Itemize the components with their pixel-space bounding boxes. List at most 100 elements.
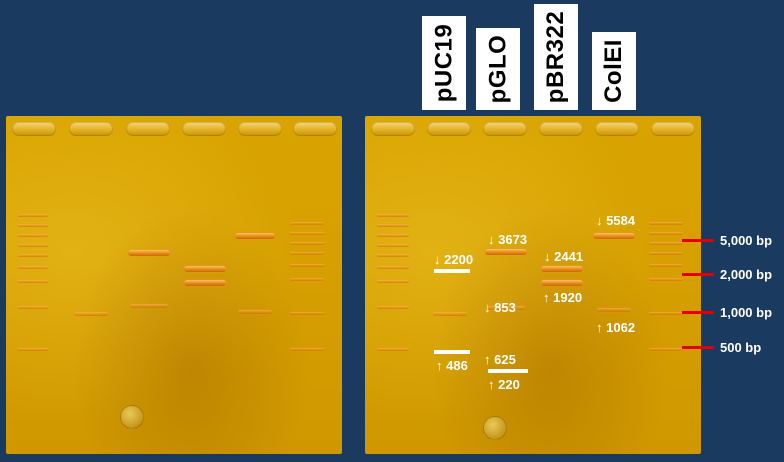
air-bubble: [483, 416, 507, 440]
band-annotation: ↓ 2200: [434, 252, 474, 267]
ladder-band: [649, 312, 683, 315]
ladder-band: [290, 312, 324, 315]
lane-label: pUC19: [430, 23, 457, 103]
dna-band: [130, 304, 168, 308]
size-marker-tick: [682, 273, 714, 276]
dna-band: [593, 233, 635, 239]
ladder-band: [290, 252, 324, 255]
dna-band: [235, 233, 275, 239]
arrow-down-icon: ↓: [544, 249, 551, 264]
arrow-up-icon: ↑: [436, 358, 443, 373]
ladder-band: [377, 244, 409, 247]
band-marker-bar: [434, 350, 470, 354]
ladder-band: [18, 234, 48, 237]
size-marker-tick: [682, 311, 714, 314]
gel-image-left: [6, 116, 342, 454]
ladder-band: [377, 348, 409, 351]
band-annotation: ↓ 3673: [488, 232, 528, 247]
size-marker-tick: [682, 346, 714, 349]
arrow-up-icon: ↑: [596, 320, 603, 335]
ladder-band: [18, 254, 48, 257]
band-annotation: ↓ 5584: [596, 213, 636, 228]
arrow-down-icon: ↓: [484, 300, 491, 315]
lane-label-box: pUC19: [422, 16, 466, 110]
ladder-band: [649, 242, 683, 245]
dna-band: [597, 308, 631, 312]
arrow-down-icon: ↓: [596, 213, 603, 228]
dna-band: [238, 310, 272, 314]
size-marker-label: 1,000 bp: [720, 305, 773, 320]
ladder-band: [290, 278, 324, 281]
ladder-band: [18, 280, 48, 283]
ladder-band: [649, 252, 683, 255]
gel-well: [427, 122, 471, 136]
ladder-band: [649, 348, 683, 351]
band-annotation: ↓ 853: [484, 300, 516, 315]
gel-well: [69, 122, 113, 136]
ladder-band: [649, 264, 683, 267]
ladder-band: [18, 224, 48, 227]
band-annotation: ↑ 1920: [543, 290, 583, 305]
gel-well: [126, 122, 170, 136]
ladder-band: [18, 266, 48, 269]
ladder-band: [649, 222, 683, 225]
arrow-up-icon: ↑: [488, 377, 495, 392]
size-marker-label: 5,000 bp: [720, 233, 773, 248]
dna-band: [541, 266, 583, 272]
dna-band: [184, 266, 226, 272]
ladder-band: [377, 234, 409, 237]
ladder-band: [18, 306, 48, 309]
ladder-band: [18, 244, 48, 247]
ladder-band: [18, 348, 48, 351]
ladder-band: [377, 306, 409, 309]
ladder-band: [649, 278, 683, 281]
ladder-band: [290, 232, 324, 235]
gel-image-right: [365, 116, 701, 454]
band-annotation: ↑ 1062: [596, 320, 636, 335]
lane-label: pGLO: [484, 34, 511, 104]
dna-band: [433, 312, 467, 316]
gel-well: [238, 122, 282, 136]
gel-well: [293, 122, 337, 136]
band-annotation: ↑ 486: [436, 358, 468, 373]
ladder-band: [290, 348, 324, 351]
arrow-up-icon: ↑: [484, 352, 491, 367]
ladder-band: [290, 264, 324, 267]
ladder-band: [649, 232, 683, 235]
arrow-down-icon: ↓: [434, 252, 441, 267]
air-bubble: [120, 405, 144, 429]
gel-well: [12, 122, 56, 136]
band-marker-bar: [488, 369, 528, 373]
gel-well: [539, 122, 583, 136]
gel-well: [651, 122, 695, 136]
ladder-band: [377, 224, 409, 227]
lane-label: ColEI: [600, 39, 627, 103]
dna-band: [541, 280, 583, 286]
ladder-band: [377, 280, 409, 283]
lane-label-box: ColEI: [592, 32, 636, 110]
lane-label-box: pGLO: [476, 28, 520, 110]
ladder-band: [377, 254, 409, 257]
lane-label: pBR322: [542, 10, 569, 104]
ladder-band: [290, 222, 324, 225]
arrow-down-icon: ↓: [488, 232, 495, 247]
size-marker-label: 500 bp: [720, 340, 762, 355]
band-annotation: ↓ 2441: [544, 249, 584, 264]
ladder-band: [377, 214, 409, 217]
ladder-band: [377, 266, 409, 269]
band-annotation: ↑ 220: [488, 377, 520, 392]
gel-well: [371, 122, 415, 136]
lane-label-box: pBR322: [534, 4, 578, 110]
ladder-band: [290, 242, 324, 245]
gel-well: [483, 122, 527, 136]
ladder-band: [18, 214, 48, 217]
dna-band: [74, 312, 108, 316]
band-marker-bar: [434, 269, 470, 273]
dna-band: [184, 280, 226, 286]
dna-band: [487, 306, 525, 310]
gel-well: [595, 122, 639, 136]
size-marker-label: 2,000 bp: [720, 267, 773, 282]
gel-well: [182, 122, 226, 136]
band-annotation: ↑ 625: [484, 352, 516, 367]
dna-band: [128, 250, 170, 256]
